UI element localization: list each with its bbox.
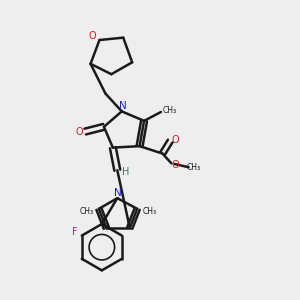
Text: O: O xyxy=(88,32,96,41)
Text: CH₃: CH₃ xyxy=(142,207,157,216)
Text: O: O xyxy=(172,135,179,145)
Text: O: O xyxy=(75,127,83,136)
Text: H: H xyxy=(122,167,129,177)
Text: CH₃: CH₃ xyxy=(163,106,177,115)
Text: N: N xyxy=(114,188,122,198)
Text: F: F xyxy=(71,227,77,237)
Text: N: N xyxy=(119,101,127,111)
Text: O: O xyxy=(171,160,179,170)
Text: CH₃: CH₃ xyxy=(187,163,201,172)
Text: CH₃: CH₃ xyxy=(79,207,94,216)
